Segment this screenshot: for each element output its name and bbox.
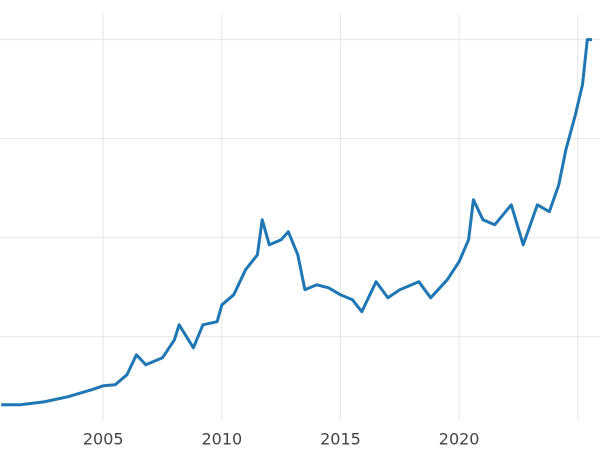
x-tick-label: 2005 <box>83 430 124 449</box>
x-tick-label: 2015 <box>320 430 361 449</box>
line <box>1 38 592 407</box>
x-tick-label: 2010 <box>201 430 242 449</box>
x-tick-label: 2020 <box>439 430 480 449</box>
